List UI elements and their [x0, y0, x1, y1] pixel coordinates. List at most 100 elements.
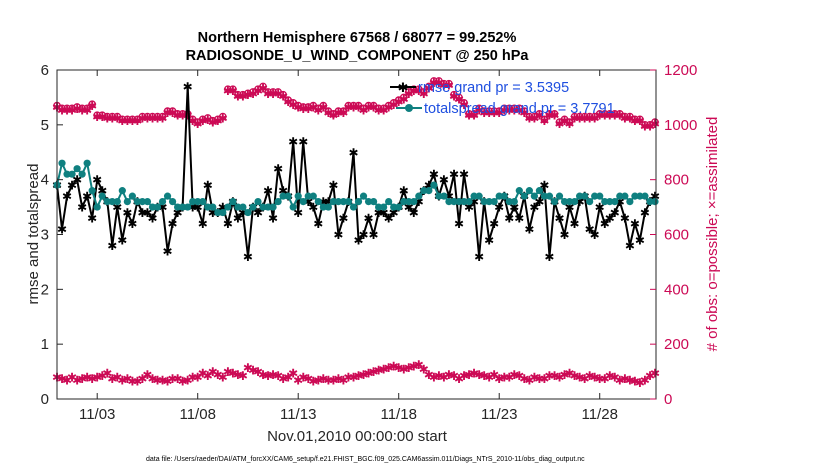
- totalspread-point: [505, 198, 513, 206]
- rmse-point: ✱: [610, 206, 620, 220]
- totalspread-point: [565, 198, 574, 206]
- possible-point: [520, 107, 529, 115]
- lower-obs-point: ✱: [600, 372, 610, 386]
- lower-obs-point: ✱: [484, 371, 494, 385]
- rmse-point: ✱: [193, 201, 203, 215]
- rmse-point: ✱: [313, 217, 323, 231]
- y-axis-right-label: # of obs: o=possible; ×=assimilated: [704, 117, 721, 352]
- rmse-point: ✱: [424, 179, 434, 193]
- possible-point: [63, 104, 71, 113]
- assimilated-point: ✱: [544, 109, 554, 123]
- lower-obs-point: ✱: [640, 373, 650, 387]
- assimilated-point: ✱: [549, 109, 559, 123]
- lower-obs-point: ✱: [610, 371, 620, 385]
- possible-point: [610, 110, 619, 118]
- assimilated-point: ✱: [489, 106, 499, 120]
- x-tick-label: 11/18: [380, 406, 416, 423]
- assimilated-point: ✱: [67, 103, 77, 117]
- lower-obs-point: ✱: [178, 375, 188, 389]
- lower-obs-point: ✱: [359, 368, 369, 382]
- possible-point: [605, 110, 614, 118]
- rmse-point: ✱: [203, 179, 213, 193]
- possible-point: [344, 101, 353, 110]
- possible-point: [244, 89, 252, 98]
- totalspread-point: [63, 170, 71, 178]
- assimilated-point: ✱: [539, 114, 549, 128]
- assimilated-point: ✱: [278, 90, 288, 104]
- rmse-point: ✱: [554, 212, 564, 226]
- totalspread-point: [153, 203, 162, 211]
- rmse-point: ✱: [529, 201, 539, 215]
- totalspread-point: [460, 198, 468, 206]
- rmse-point: ✱: [620, 212, 630, 226]
- legend: ✱ rmse grand pr = 3.5395 totalspread gra…: [390, 80, 615, 117]
- lower-obs-point: ✱: [112, 371, 122, 385]
- rmse-point: ✱: [353, 233, 363, 247]
- totalspread-point: [249, 203, 257, 211]
- lower-obs-point: ✱: [554, 371, 564, 385]
- lower-obs-point: ✱: [268, 368, 278, 382]
- assimilated-point: ✱: [238, 90, 248, 104]
- rmse-point: ✱: [323, 195, 333, 209]
- possible-point: [430, 77, 438, 85]
- rmse-point: ✱: [454, 217, 464, 231]
- totalspread-point: [103, 198, 111, 206]
- lower-obs-point: ✱: [57, 372, 67, 386]
- lower-obs-point: ✱: [102, 366, 112, 380]
- totalspread-point: [184, 203, 192, 211]
- y-right-tick-label: 1200: [664, 62, 697, 79]
- possible-point: [108, 112, 117, 121]
- rmse-point: ✱: [273, 162, 283, 176]
- assimilated-point: ✱: [399, 92, 409, 106]
- possible-point: [78, 104, 86, 113]
- possible-point: [118, 115, 127, 124]
- totalspread-point: [495, 192, 503, 200]
- totalspread-point: [626, 198, 634, 206]
- lower-obs-point: ✱: [198, 366, 208, 380]
- rmse-point: ✱: [318, 195, 328, 209]
- totalspread-point: [148, 203, 157, 211]
- rmse-point: ✱: [630, 217, 640, 231]
- rmse-point: ✱: [142, 206, 152, 220]
- assimilated-point: ✱: [590, 111, 600, 125]
- lower-obs-point: ✱: [539, 372, 549, 386]
- totalspread-point: [113, 198, 121, 206]
- totalspread-point: [515, 187, 523, 195]
- assimilated-point: ✱: [303, 102, 313, 116]
- possible-point: [565, 118, 574, 126]
- rmse-point: ✱: [404, 201, 414, 215]
- totalspread-point: [545, 192, 554, 200]
- rmse-point: ✱: [263, 184, 273, 198]
- totalspread-point: [475, 192, 483, 200]
- lower-obs-point: ✱: [173, 372, 183, 386]
- rmse-point: ✱: [524, 223, 534, 237]
- possible-point: [636, 115, 644, 124]
- assimilated-point: ✱: [142, 111, 152, 125]
- rmse-point: ✱: [308, 201, 318, 215]
- totalspread-point: [179, 203, 187, 211]
- possible-point: [239, 90, 247, 99]
- rmse-point: ✱: [173, 206, 183, 220]
- rmse-point: ✱: [509, 201, 519, 215]
- possible-point: [631, 115, 639, 124]
- lower-obs-point: ✱: [127, 375, 137, 389]
- rmse-point: ✱: [122, 206, 132, 220]
- rmse-point: ✱: [570, 217, 580, 231]
- lower-obs-point: ✱: [87, 372, 97, 386]
- possible-point: [545, 110, 554, 118]
- y-tick-label: 2: [41, 281, 49, 298]
- rmse-point: ✱: [298, 135, 308, 149]
- assimilated-point: ✱: [610, 109, 620, 123]
- totalspread-point: [430, 181, 438, 189]
- rmse-point: ✱: [474, 250, 484, 264]
- rmse-point: ✱: [117, 233, 127, 247]
- lower-obs-point: ✱: [293, 373, 303, 387]
- totalspread-point: [364, 198, 373, 206]
- totalspread-point: [560, 198, 569, 206]
- rmse-point: ✱: [585, 223, 595, 237]
- assimilated-point: ✱: [384, 101, 394, 115]
- assimilated-point: ✱: [258, 81, 268, 95]
- y-axis-label: rmse and totalspread: [25, 164, 42, 305]
- totalspread-point: [369, 198, 378, 206]
- totalspread-point: [410, 198, 418, 206]
